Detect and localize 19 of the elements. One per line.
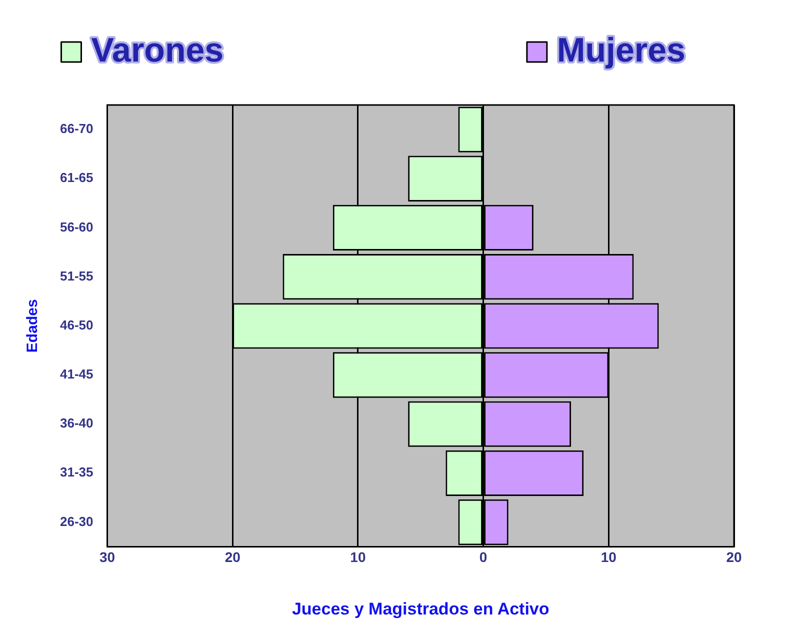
y-tick-label: 56-60 (60, 219, 94, 234)
x-tick-label: 20 (726, 549, 742, 566)
x-tick-label: 10 (600, 549, 617, 566)
y-tick-label: 51-55 (60, 268, 94, 284)
x-tick-label: 30 (99, 549, 116, 566)
legend-label: Mujeres (556, 31, 686, 70)
y-tick-label: 36-40 (60, 416, 94, 431)
y-tick-label: 61-65 (60, 170, 94, 186)
x-axis-title: Jueces y Magistrados en Activo (292, 599, 550, 618)
y-axis-title: Edades (24, 299, 42, 353)
y-tick-label: 41-45 (60, 366, 94, 382)
x-tick-label: 0 (479, 549, 488, 566)
y-tick-label: 46-50 (60, 317, 94, 332)
x-tick-label: 20 (224, 549, 241, 566)
x-tick-label: 10 (350, 549, 366, 566)
y-tick-label: 66-70 (60, 121, 94, 136)
legend-label: Varones (91, 31, 224, 70)
y-tick-label: 26-30 (60, 514, 94, 529)
y-tick-label: 31-35 (60, 464, 94, 480)
